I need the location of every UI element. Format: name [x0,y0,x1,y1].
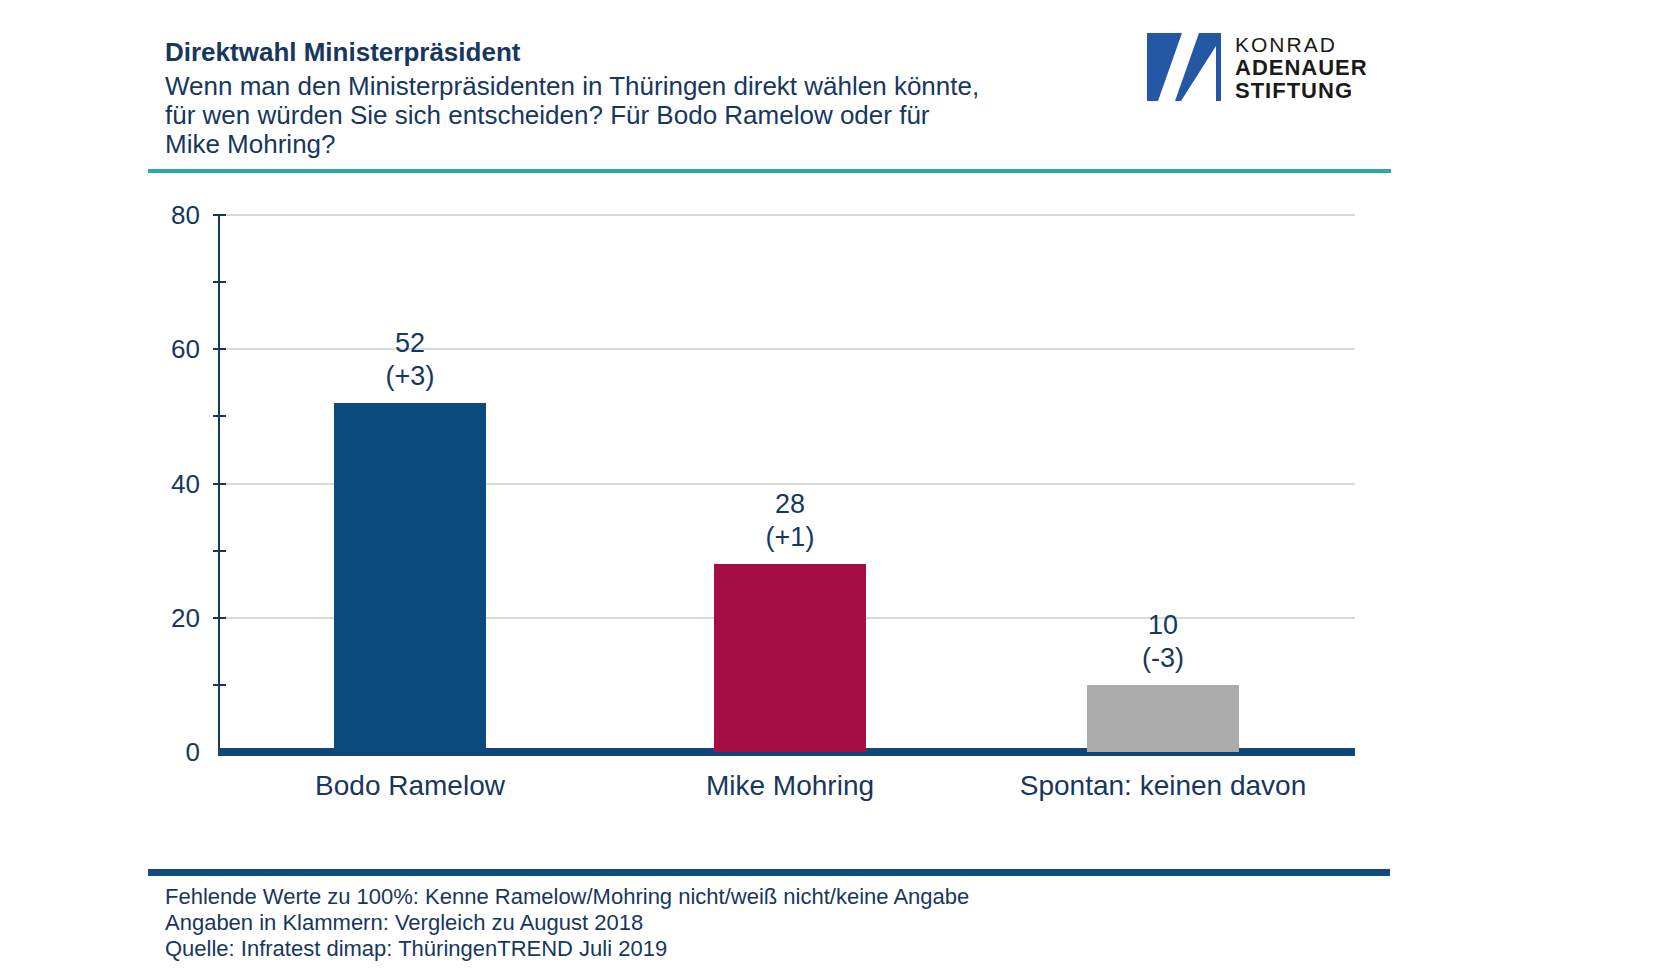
value-label-mike-mohring: 28(+1) [690,488,890,554]
logo-word-adenauer: ADENAUER [1235,56,1368,79]
bar-spontan-keinen-davon [1087,685,1239,752]
kas-a-icon [1147,33,1221,101]
header-divider-rule [148,169,1391,173]
chart-subtitle: Wenn man den Ministerpräsidenten in Thür… [165,72,1045,159]
category-label-bodo-ramelow: Bodo Ramelow [240,770,580,802]
page-title: Direktwahl Ministerpräsident [165,36,1045,68]
y-minor-tick-50 [213,415,226,417]
gridline-80 [218,214,1355,216]
category-label-mike-mohring: Mike Mohring [620,770,960,802]
slide: Direktwahl Ministerpräsident Wenn man de… [0,0,1653,977]
y-axis-tick-label-80: 80 [130,200,200,231]
change-bodo-ramelow: (+3) [310,360,510,393]
y-major-tick-20 [213,617,226,619]
value-label-bodo-ramelow: 52(+3) [310,327,510,393]
subtitle-line: Mike Mohring? [165,130,1045,159]
bar-chart: 02040608052(+3)Bodo Ramelow28(+1)Mike Mo… [218,215,1355,752]
bar-mike-mohring [714,564,866,752]
value-spontan-keinen-davon: 10 [1063,609,1263,642]
footer-divider-rule [148,869,1390,876]
subtitle-line: Wenn man den Ministerpräsidenten in Thür… [165,72,1045,101]
y-minor-tick-70 [213,281,226,283]
y-minor-tick-30 [213,550,226,552]
y-axis-tick-label-40: 40 [130,468,200,499]
y-major-tick-40 [213,483,226,485]
value-bodo-ramelow: 52 [310,327,510,360]
value-label-spontan-keinen-davon: 10(-3) [1063,609,1263,675]
footer-note-source: Quelle: Infratest dimap: ThüringenTREND … [165,936,969,962]
y-minor-tick-10 [213,684,226,686]
y-major-tick-80 [213,214,226,216]
change-spontan-keinen-davon: (-3) [1063,642,1263,675]
bar-bodo-ramelow [334,403,486,752]
category-label-spontan-keinen-davon: Spontan: keinen davon [993,770,1333,802]
header: Direktwahl Ministerpräsident Wenn man de… [165,36,1045,159]
y-axis-tick-label-0: 0 [130,737,200,768]
logo-word-stiftung: STIFTUNG [1235,79,1368,102]
change-mike-mohring: (+1) [690,521,890,554]
footer-notes: Fehlende Werte zu 100%: Kenne Ramelow/Mo… [165,884,969,962]
footer-note-brackets: Angaben in Klammern: Vergleich zu August… [165,910,969,936]
logo-word-konrad: KONRAD [1235,34,1368,56]
logo-text: KONRAD ADENAUER STIFTUNG [1235,33,1368,102]
y-axis-tick-label-20: 20 [130,602,200,633]
konrad-adenauer-stiftung-logo: KONRAD ADENAUER STIFTUNG [1147,33,1368,102]
y-axis-tick-label-60: 60 [130,334,200,365]
y-major-tick-60 [213,348,226,350]
subtitle-line: für wen würden Sie sich entscheiden? Für… [165,101,1045,130]
footer-note-missing-values: Fehlende Werte zu 100%: Kenne Ramelow/Mo… [165,884,969,910]
value-mike-mohring: 28 [690,488,890,521]
